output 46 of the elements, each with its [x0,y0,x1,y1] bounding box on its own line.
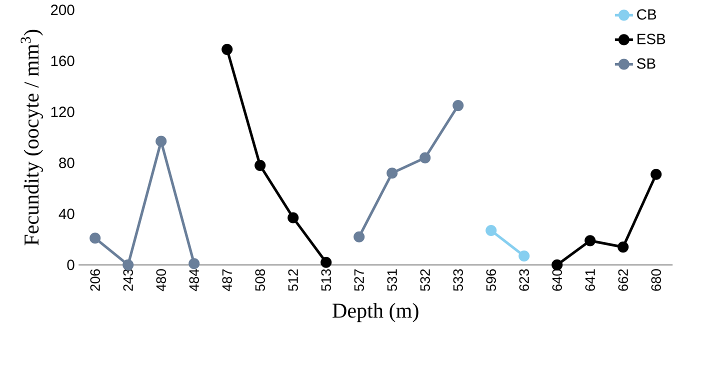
point [288,212,299,224]
point [320,256,332,268]
x-tick-label: 206 [90,269,100,291]
point [122,259,134,270]
x-tick-label: 533 [453,269,463,291]
point [584,235,596,246]
x-tick-label: 531 [387,269,397,291]
y-tick-label: 0 [67,260,74,270]
point [618,242,629,253]
x-tick-label: 243 [123,269,133,291]
x-tick-label: 484 [189,269,199,292]
legend-label: ESB [638,34,666,44]
point [188,258,200,270]
point [90,232,101,244]
legend-label: SB [637,58,656,69]
point [254,160,266,172]
x-tick-label: 532 [420,269,430,291]
point [486,224,497,236]
y-axis-title: Fecundity (oocyte / mm$^{3}$) [20,30,44,246]
x-tick-label: 513 [321,269,331,291]
y-tick-label: 120 [51,106,74,118]
x-tick-label: 680 [651,269,661,291]
x-tick-label: 508 [255,269,265,291]
y-tick-label: 40 [58,208,74,220]
x-tick-label: 662 [618,269,628,291]
x-tick-label: 512 [288,269,298,291]
y-tick-label: 80 [59,158,74,168]
point [518,250,530,262]
y-tick-label: 160 [51,56,74,66]
point [420,152,431,164]
point [156,136,167,147]
legend-label: CB [637,9,656,20]
point [354,231,365,242]
point [552,259,563,270]
point [222,44,233,56]
point [386,168,398,179]
x-tick-label: 623 [519,269,529,291]
x-tick-label: 641 [585,269,595,291]
point [452,100,464,112]
x-tick-label: 596 [486,269,496,291]
y-tick-label: 200 [50,4,74,16]
x-tick-label: 527 [354,269,364,291]
x-tick-label: 480 [156,269,166,292]
x-axis-title: Depth (m) [332,303,418,322]
x-tick-label: 487 [222,269,232,292]
point [650,168,662,180]
